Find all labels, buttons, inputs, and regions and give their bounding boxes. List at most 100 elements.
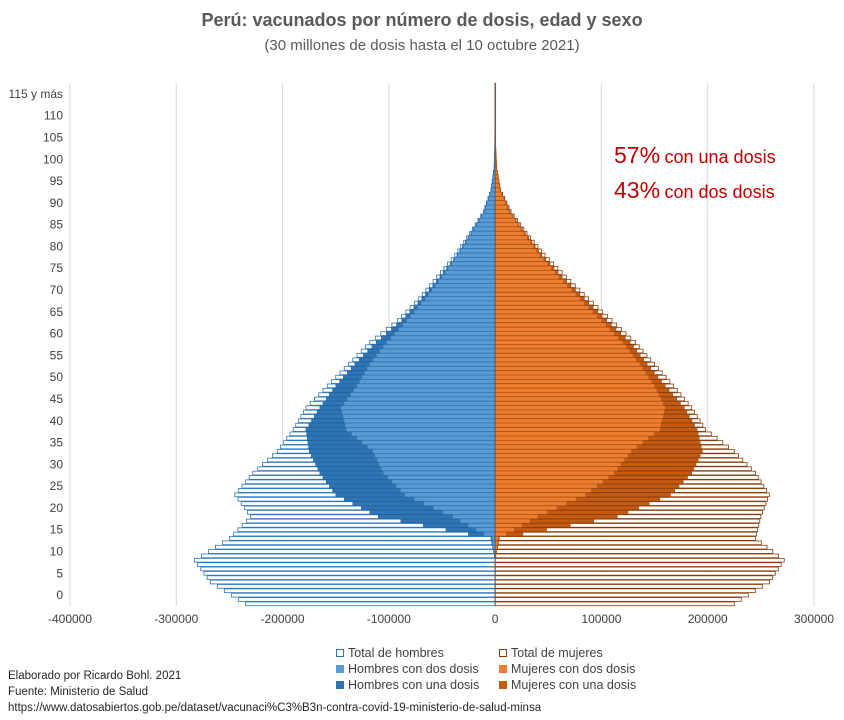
bar-hombres-dos-dosis <box>448 266 496 271</box>
legend-label: Total de mujeres <box>511 646 603 660</box>
bar-total-mujeres <box>494 597 742 602</box>
legend-label: Mujeres con dos dosis <box>511 662 636 676</box>
bar-mujeres-dos-dosis <box>494 296 581 301</box>
bar-mujeres-dos-dosis <box>494 344 627 349</box>
bar-hombres-dos-dosis <box>489 192 496 197</box>
bar-mujeres-dos-dosis <box>494 523 523 528</box>
bar-total-mujeres <box>494 544 768 550</box>
bar-hombres-dos-dosis <box>372 357 496 362</box>
bar-hombres-dos-dosis <box>423 501 496 506</box>
bar-hombres-dos-dosis <box>396 484 496 489</box>
credit-url[interactable]: https://www.datosabiertos.gob.pe/dataset… <box>8 702 542 714</box>
bar-total-hombres <box>203 571 496 576</box>
bar-hombres-dos-dosis <box>414 497 496 502</box>
bar-total-hombres <box>233 531 496 537</box>
bar-hombres-dos-dosis <box>376 457 496 463</box>
bar-hombres-dos-dosis <box>362 440 496 445</box>
chart-title: Perú: vacunados por número de dosis, eda… <box>201 10 643 30</box>
bar-mujeres-dos-dosis <box>494 331 615 336</box>
bar-mujeres-dos-dosis <box>494 453 628 458</box>
bar-mujeres-dos-dosis <box>494 192 502 197</box>
bar-mujeres-dos-dosis <box>494 218 516 223</box>
bar-mujeres-dos-dosis <box>494 405 666 410</box>
bar-hombres-dos-dosis <box>463 244 496 249</box>
bar-mujeres-dos-dosis <box>494 501 567 506</box>
y-tick-label: 40 <box>50 414 64 428</box>
bar-mujeres-dos-dosis <box>494 314 598 319</box>
bar-mujeres-dos-dosis <box>494 388 657 393</box>
bar-mujeres-dos-dosis <box>494 226 522 232</box>
bar-mujeres-dos-dosis <box>494 392 660 397</box>
bar-mujeres-dos-dosis <box>494 518 530 524</box>
bar-hombres-dos-dosis <box>366 366 496 371</box>
bar-mujeres-dos-dosis <box>494 497 577 502</box>
x-tick-label: 0 <box>492 612 499 626</box>
bar-hombres-dos-dosis <box>428 292 496 297</box>
bar-hombres-dos-dosis <box>460 248 496 253</box>
bar-hombres-dos-dosis <box>476 527 496 532</box>
bar-mujeres-dos-dosis <box>494 492 586 497</box>
bar-hombres-dos-dosis <box>386 340 496 345</box>
bar-mujeres-dos-dosis <box>494 318 602 323</box>
y-tick-label: 75 <box>50 261 64 275</box>
bar-hombres-dos-dosis <box>404 492 496 497</box>
bar-mujeres-dos-dosis <box>494 257 544 262</box>
bar-hombres-dos-dosis <box>379 348 496 354</box>
bar-hombres-dos-dosis <box>372 449 496 454</box>
bar-hombres-dos-dosis <box>457 253 496 258</box>
y-tick-label: 45 <box>50 392 64 406</box>
bar-total-mujeres <box>494 588 756 594</box>
bar-mujeres-dos-dosis <box>494 383 655 388</box>
bar-mujeres-dos-dosis <box>494 305 589 310</box>
bar-mujeres-dos-dosis <box>494 200 506 205</box>
bar-hombres-dos-dosis <box>356 383 496 388</box>
y-tick-label: 25 <box>50 479 64 493</box>
legend-item-mujeres-dos-dosis: Mujeres con dos dosis <box>499 662 635 676</box>
bar-hombres-dos-dosis <box>468 235 496 240</box>
bar-hombres-dos-dosis <box>471 231 496 236</box>
legend-label: Hombres con una dosis <box>348 678 480 692</box>
x-tick-label: 200000 <box>688 612 728 626</box>
bar-hombres-dos-dosis <box>483 532 496 537</box>
bar-hombres-dos-dosis <box>434 283 496 288</box>
bar-hombres-dos-dosis <box>381 466 496 471</box>
bar-hombres-dos-dosis <box>487 200 496 205</box>
bar-hombres-dos-dosis <box>345 423 496 428</box>
bar-mujeres-dos-dosis <box>494 532 507 537</box>
bar-mujeres-dos-dosis <box>494 449 632 454</box>
legend-label: Hombres con dos dosis <box>348 662 479 676</box>
bar-hombres-dos-dosis <box>359 379 496 384</box>
bar-hombres-dos-dosis <box>390 335 496 341</box>
bar-mujeres-dos-dosis <box>494 178 499 184</box>
bar-hombres-dos-dosis <box>394 331 496 336</box>
bar-total-mujeres <box>494 584 763 589</box>
bar-total-hombres <box>244 601 496 607</box>
bar-hombres-dos-dosis <box>466 239 496 245</box>
bar-hombres-dos-dosis <box>454 257 496 262</box>
y-tick-label: 55 <box>50 348 64 362</box>
bar-hombres-dos-dosis <box>346 427 496 432</box>
legend-item-total-mujeres: Total de mujeres <box>499 646 603 660</box>
x-tick-label: 100000 <box>581 612 621 626</box>
bar-hombres-dos-dosis <box>424 296 496 301</box>
bar-hombres-dos-dosis <box>442 510 496 515</box>
bar-mujeres-dos-dosis <box>494 340 623 345</box>
bar-hombres-dos-dosis <box>350 392 496 397</box>
bar-hombres-dos-dosis <box>344 418 496 423</box>
x-tick-label: -200000 <box>261 612 305 626</box>
bar-total-hombres <box>223 588 496 594</box>
bar-mujeres-dos-dosis <box>494 222 519 227</box>
y-tick-label: 20 <box>50 501 64 515</box>
bar-mujeres-dos-dosis <box>494 527 515 532</box>
annotation-two-doses-pct: 43% <box>614 177 661 203</box>
bar-mujeres-dos-dosis <box>494 470 615 476</box>
bar-hombres-dos-dosis <box>391 479 496 484</box>
legend-swatch <box>336 665 344 673</box>
bar-hombres-dos-dosis <box>410 314 496 319</box>
legend-label: Mujeres con una dosis <box>511 678 637 692</box>
bar-mujeres-dos-dosis <box>494 379 652 384</box>
bar-total-hombres <box>230 592 496 598</box>
bar-total-mujeres <box>494 566 779 572</box>
bar-hombres-dos-dosis <box>361 375 496 380</box>
bar-total-hombres <box>197 562 496 567</box>
